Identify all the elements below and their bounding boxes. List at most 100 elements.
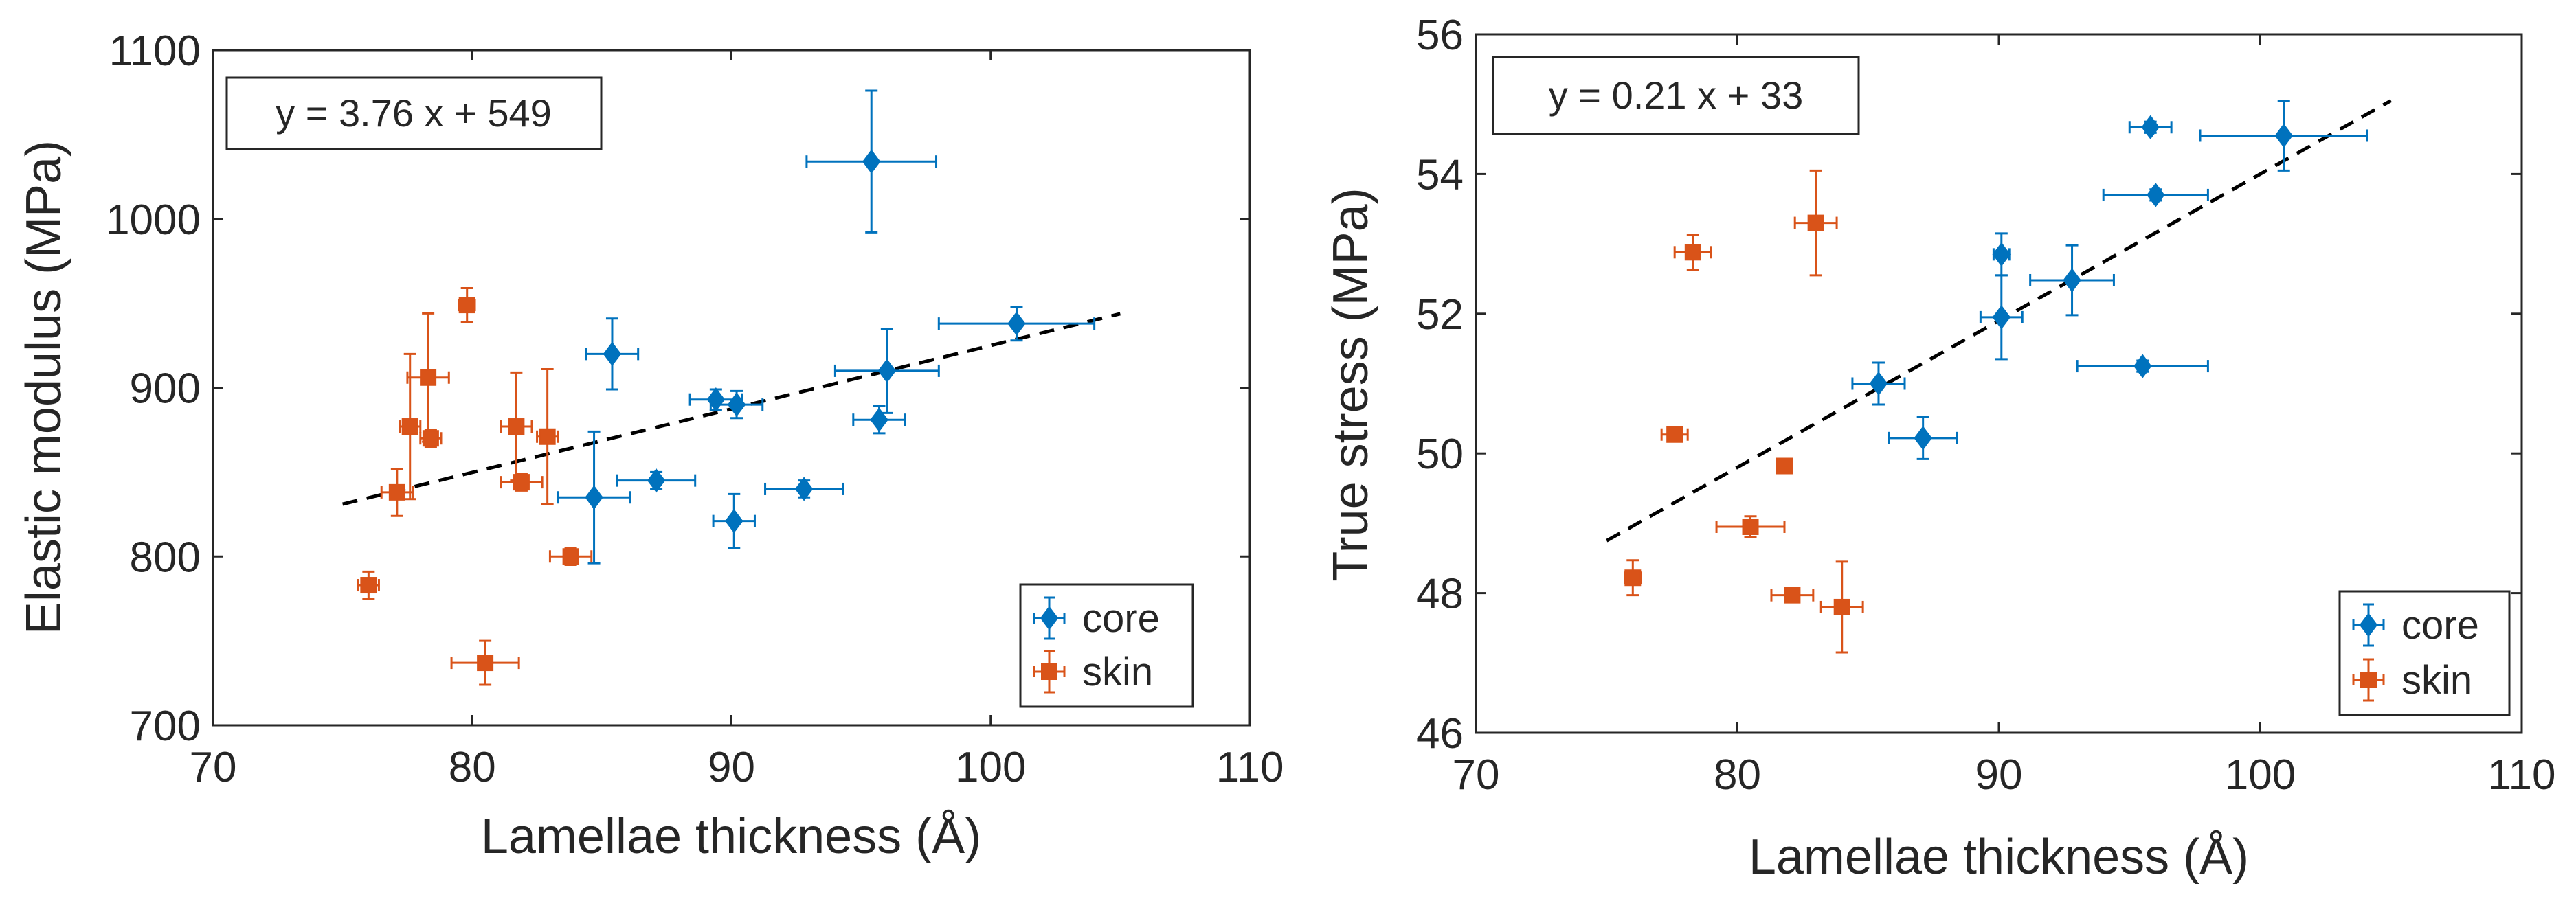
skin-marker — [422, 430, 439, 447]
core-point — [2029, 244, 2115, 317]
core-marker — [2274, 123, 2293, 148]
x-tick-label: 110 — [2488, 751, 2556, 799]
skin-marker — [458, 297, 475, 314]
y-tick-label: 54 — [1416, 151, 1464, 198]
y-tick-label: 56 — [1416, 12, 1464, 59]
core-marker — [1914, 426, 1932, 451]
skin-point — [1793, 169, 1838, 277]
equation-right: y = 0.21 x + 33 — [1549, 73, 1803, 117]
core-point — [852, 405, 906, 435]
x-tick-label: 110 — [1216, 744, 1284, 791]
x-tick-label: 90 — [708, 744, 755, 791]
core-point — [616, 468, 697, 493]
core-marker — [2141, 115, 2160, 139]
skin-marker — [477, 655, 494, 672]
core-point — [1888, 416, 1958, 460]
legend-left: core skin — [1019, 583, 1194, 708]
core-marker — [794, 477, 814, 501]
skin-point — [450, 639, 520, 686]
core-marker — [647, 468, 666, 493]
skin-marker — [1624, 569, 1642, 587]
legend-label-core-right: core — [2401, 603, 2479, 648]
skin-point — [1715, 515, 1786, 538]
core-point — [712, 492, 756, 549]
y-tick-label: 700 — [130, 703, 201, 750]
skin-marker — [388, 483, 405, 501]
skin-marker — [562, 548, 579, 565]
equation-box-right: y = 0.21 x + 33 — [1492, 56, 1860, 135]
chart-elastic-modulus: 70 80 90 100 110 700 800 900 1000 1100 Lamellae t… — [16, 27, 1284, 864]
core-point — [2128, 115, 2173, 139]
x-axis-label-left: Lamellae thickness (Å) — [481, 809, 981, 864]
skin-point — [1624, 559, 1642, 597]
skin-marker — [539, 428, 556, 445]
skin-point — [458, 287, 476, 323]
skin-marker — [401, 418, 418, 435]
core-marker — [585, 485, 603, 510]
core-point — [1851, 361, 1906, 406]
y-tick-label: 800 — [130, 534, 201, 581]
core-marker — [1992, 242, 2011, 267]
skin-point — [1776, 457, 1793, 475]
skin-marker — [508, 418, 525, 435]
core-point — [764, 477, 844, 501]
skin-marker — [1684, 244, 1701, 261]
y-tick-label: 46 — [1416, 710, 1464, 758]
legend-label-skin-right: skin — [2401, 658, 2472, 703]
core-marker — [1992, 305, 2011, 330]
y-tick-label: 1000 — [106, 196, 201, 244]
legend-core-marker — [1040, 606, 1059, 630]
equation-left: y = 3.76 x + 549 — [276, 91, 552, 135]
core-point — [1979, 274, 2024, 361]
y-axis-label-right: True stress (MPa) — [1323, 187, 1378, 581]
axes-box-right — [1475, 33, 2523, 734]
x-tick-label: 100 — [2225, 751, 2296, 799]
y-tick-label: 50 — [1416, 431, 1464, 478]
core-point — [2102, 183, 2209, 207]
legend-right: core skin — [2338, 590, 2511, 716]
skin-point — [399, 352, 422, 501]
core-marker — [603, 341, 622, 367]
skin-marker — [1666, 426, 1683, 443]
equation-box-left: y = 3.76 x + 549 — [225, 76, 603, 150]
legend-marker-skin-right — [2352, 658, 2385, 702]
x-tick-label: 100 — [955, 744, 1026, 791]
core-point — [2076, 354, 2209, 378]
y-axis-label-left: Elastic modulus (MPa) — [16, 140, 71, 635]
y-tick-label: 1100 — [109, 27, 201, 75]
core-marker — [1007, 311, 1026, 336]
axes-ticks-left: 70 80 90 100 110 700 800 900 1000 1100 — [106, 27, 1284, 791]
core-marker — [2063, 268, 2081, 293]
axes-ticks-right: 70 80 90 100 110 46 48 50 52 54 56 — [1416, 12, 2555, 799]
skin-point — [500, 371, 533, 482]
y-tick-label: 48 — [1416, 571, 1464, 618]
skin-point — [1673, 234, 1712, 271]
core-point — [557, 430, 631, 565]
core-point — [805, 89, 938, 234]
core-marker — [2133, 354, 2152, 378]
skin-marker — [420, 369, 437, 386]
legend-skin-marker — [1041, 663, 1057, 680]
skin-marker — [360, 577, 377, 594]
core-point — [709, 389, 764, 420]
legend-skin-marker — [2360, 672, 2377, 688]
core-marker — [862, 149, 881, 174]
skin-point — [406, 312, 450, 443]
core-marker — [2147, 183, 2165, 207]
legend-marker-skin-left — [1033, 650, 1066, 694]
axes-box-left — [212, 49, 1251, 727]
skin-marker — [1833, 598, 1850, 615]
data-points-right — [1624, 100, 2369, 654]
legend-label-core-left: core — [1082, 596, 1160, 641]
core-marker — [727, 392, 746, 417]
x-tick-label: 70 — [1453, 751, 1500, 799]
skin-point — [1660, 426, 1689, 443]
data-points-left — [357, 89, 1096, 686]
skin-marker — [1807, 214, 1824, 231]
x-tick-label: 70 — [190, 744, 237, 791]
skin-point — [1819, 560, 1864, 654]
core-marker — [1869, 371, 1888, 396]
core-point — [2199, 100, 2369, 172]
core-point — [937, 306, 1096, 342]
